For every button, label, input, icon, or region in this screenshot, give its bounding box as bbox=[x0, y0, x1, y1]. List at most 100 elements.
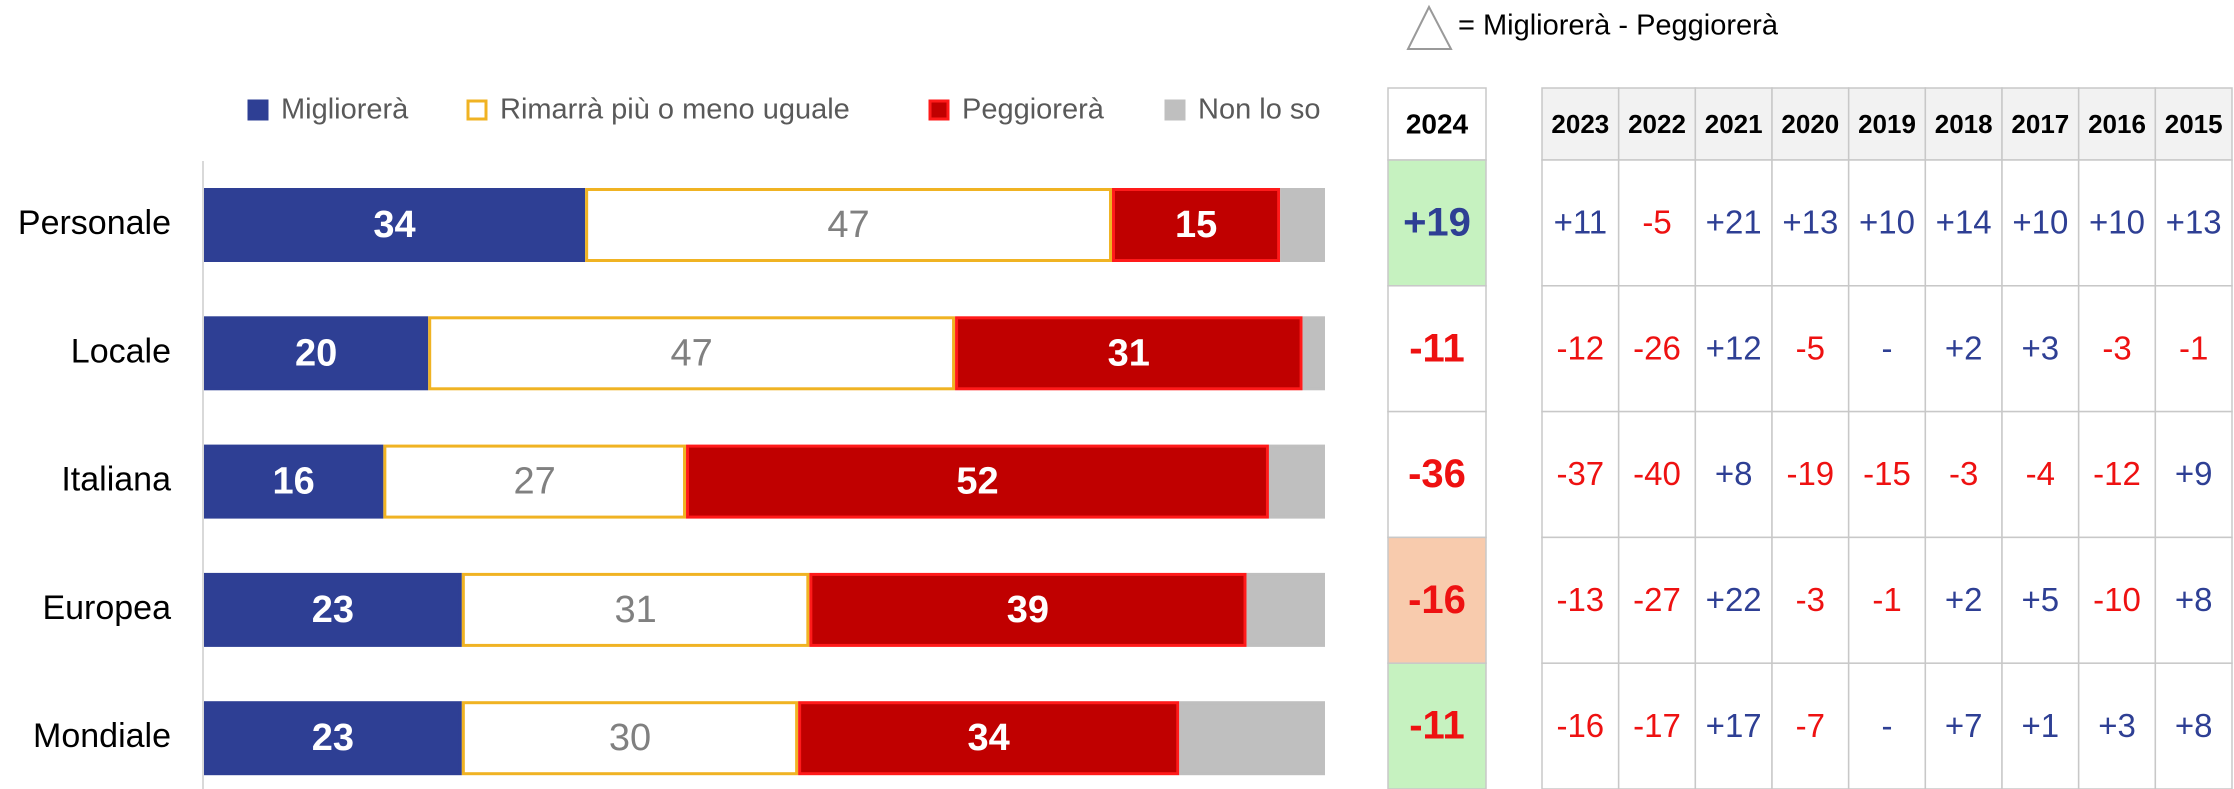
table-header-cell bbox=[2077, 87, 2157, 161]
bar-value-label: 16 bbox=[273, 461, 315, 503]
bar-segment bbox=[204, 444, 384, 519]
table-cell bbox=[1771, 536, 1850, 664]
table-value: -11 bbox=[1409, 326, 1465, 370]
table-cell bbox=[1541, 662, 1620, 789]
table-header-cell bbox=[1924, 87, 2003, 161]
table-cell bbox=[2154, 662, 2233, 789]
table-cell bbox=[1771, 285, 1850, 413]
table-value: +7 bbox=[1945, 707, 1983, 744]
table-value: - bbox=[1882, 707, 1893, 744]
table-cell bbox=[2001, 285, 2080, 413]
table-value: -15 bbox=[1863, 455, 1911, 492]
table-value: +2 bbox=[1945, 581, 1983, 618]
table-header: 2017 bbox=[2011, 109, 2069, 139]
category-label: Locale bbox=[71, 332, 171, 370]
table-header: 2016 bbox=[2088, 109, 2146, 139]
table-value: +14 bbox=[1936, 204, 1992, 241]
bar-segment bbox=[204, 572, 462, 647]
bar-segment bbox=[204, 701, 462, 776]
table-value: +1 bbox=[2022, 707, 2060, 744]
bar-segment bbox=[1280, 188, 1326, 262]
table-value: -16 bbox=[1408, 578, 1466, 622]
bar-segment bbox=[1179, 701, 1326, 776]
bar-segment bbox=[585, 188, 1113, 262]
bar-value-label: 31 bbox=[1108, 332, 1150, 374]
legend-swatch bbox=[1164, 99, 1186, 121]
table-cell bbox=[2154, 159, 2233, 287]
legend-label: Peggiorerà bbox=[962, 94, 1105, 126]
table-value: +22 bbox=[1706, 581, 1762, 618]
bar-value-label: 23 bbox=[312, 717, 354, 759]
legend-label: Non lo so bbox=[1198, 94, 1321, 126]
bar-segment bbox=[204, 316, 429, 391]
table-cell bbox=[1387, 662, 1487, 789]
table-cell bbox=[2001, 662, 2080, 789]
table-value: -16 bbox=[1556, 707, 1604, 744]
table-value: +13 bbox=[2166, 204, 2222, 241]
table-value: +2 bbox=[1945, 329, 1983, 366]
table-value: -3 bbox=[1796, 581, 1825, 618]
table-value: - bbox=[1882, 329, 1893, 366]
legend-swatch bbox=[466, 99, 488, 121]
bar-segment bbox=[1246, 572, 1326, 647]
table-value: -10 bbox=[2093, 581, 2141, 618]
table-cell bbox=[1694, 285, 1773, 413]
bar-segment bbox=[461, 572, 810, 647]
table-value: +21 bbox=[1706, 204, 1762, 241]
bar-segment bbox=[809, 572, 1247, 647]
bar-value-label: 27 bbox=[514, 461, 556, 503]
table-value: +8 bbox=[1715, 455, 1753, 492]
bar-value-label: 15 bbox=[1175, 204, 1217, 246]
bar-segment bbox=[1112, 188, 1281, 262]
table-value: +12 bbox=[1706, 329, 1762, 366]
table-value: -19 bbox=[1786, 455, 1834, 492]
bar-value-label: 34 bbox=[373, 204, 415, 246]
table-value: +9 bbox=[2175, 455, 2213, 492]
bar-segment bbox=[461, 701, 799, 776]
bar-segment bbox=[383, 444, 687, 519]
table-value: +19 bbox=[1403, 200, 1471, 244]
table-value: +13 bbox=[1782, 204, 1838, 241]
table-cell bbox=[1847, 662, 1927, 789]
category-label: Personale bbox=[18, 204, 171, 242]
category-label: Europea bbox=[42, 589, 171, 627]
bar-segment bbox=[428, 316, 956, 391]
delta-note: = Migliorerà - Peggiorerà bbox=[1458, 10, 1779, 42]
table-cell bbox=[2154, 536, 2233, 664]
table-cell bbox=[1617, 662, 1697, 789]
table-cell bbox=[1387, 285, 1487, 413]
table-value: -3 bbox=[2102, 329, 2131, 366]
bar-value-label: 23 bbox=[312, 589, 354, 631]
legend-swatch bbox=[928, 99, 950, 121]
bar-value-label: 47 bbox=[827, 204, 869, 246]
table-header: 2022 bbox=[1628, 109, 1686, 139]
bar-segment bbox=[798, 701, 1180, 776]
table-value: +8 bbox=[2175, 581, 2213, 618]
table-cell bbox=[1924, 159, 2003, 287]
legend-swatch bbox=[247, 99, 269, 121]
table-value: -12 bbox=[1556, 329, 1604, 366]
table-cell bbox=[1847, 410, 1927, 539]
table-header-cell bbox=[1847, 87, 1927, 161]
table-value: +10 bbox=[1859, 204, 1915, 241]
legend-label: Migliorerà bbox=[281, 94, 409, 126]
category-label: Mondiale bbox=[33, 717, 171, 755]
table-header: 2015 bbox=[2165, 109, 2223, 139]
table-value: -3 bbox=[1949, 455, 1978, 492]
table-header-cell bbox=[2154, 87, 2233, 161]
table-cell bbox=[1541, 410, 1620, 539]
category-label: Italiana bbox=[61, 461, 171, 499]
table-cell bbox=[1924, 662, 2003, 789]
table-cell bbox=[1924, 410, 2003, 539]
table-cell bbox=[1387, 410, 1487, 539]
bar-value-label: 30 bbox=[609, 717, 651, 759]
table-cell bbox=[1771, 662, 1850, 789]
table-cell bbox=[2154, 285, 2233, 413]
table-value: +5 bbox=[2022, 581, 2060, 618]
table-value: -5 bbox=[1642, 204, 1671, 241]
table-cell bbox=[1847, 159, 1927, 287]
table-value: -12 bbox=[2093, 455, 2141, 492]
table-value: +3 bbox=[2022, 329, 2060, 366]
table-header: 2019 bbox=[1858, 109, 1916, 139]
